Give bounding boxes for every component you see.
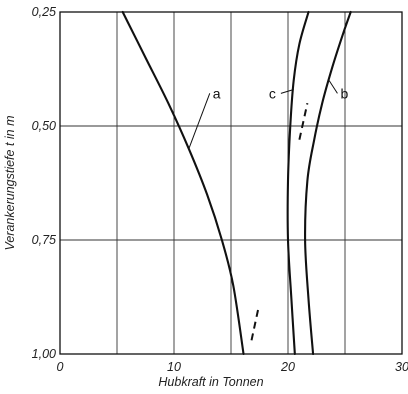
grid	[60, 12, 402, 354]
leader-a	[188, 93, 211, 149]
plot-frame	[59, 11, 403, 355]
x-tick-label: 30	[395, 360, 408, 374]
tick-layer: 0 10 20 30 0,25 0,50 0,75 1,00	[32, 5, 408, 374]
dashed-extension	[250, 308, 260, 341]
x-tick-label: 20	[280, 360, 295, 374]
y-tick-label: 0,50	[32, 119, 56, 133]
dashed-extension	[298, 102, 309, 140]
leader-b	[328, 80, 338, 94]
curve-label-b: b	[340, 85, 348, 101]
y-tick-label: 1,00	[32, 347, 56, 361]
x-tick-label: 10	[167, 360, 181, 374]
y-tick-label: 0,75	[32, 233, 56, 247]
curve-c	[286, 10, 310, 356]
x-axis-label: Hubkraft in Tonnen	[158, 375, 263, 389]
y-tick-label: 0,25	[32, 5, 56, 19]
y-axis-label: Verankerungstiefe t in m	[3, 115, 17, 250]
series-layer	[121, 10, 352, 356]
curve-label-a: a	[213, 85, 221, 101]
leader-c	[280, 89, 294, 94]
curve-label-c: c	[269, 85, 276, 101]
curve-b	[304, 10, 352, 356]
x-tick-label: 0	[57, 360, 64, 374]
curve-a	[121, 10, 245, 356]
